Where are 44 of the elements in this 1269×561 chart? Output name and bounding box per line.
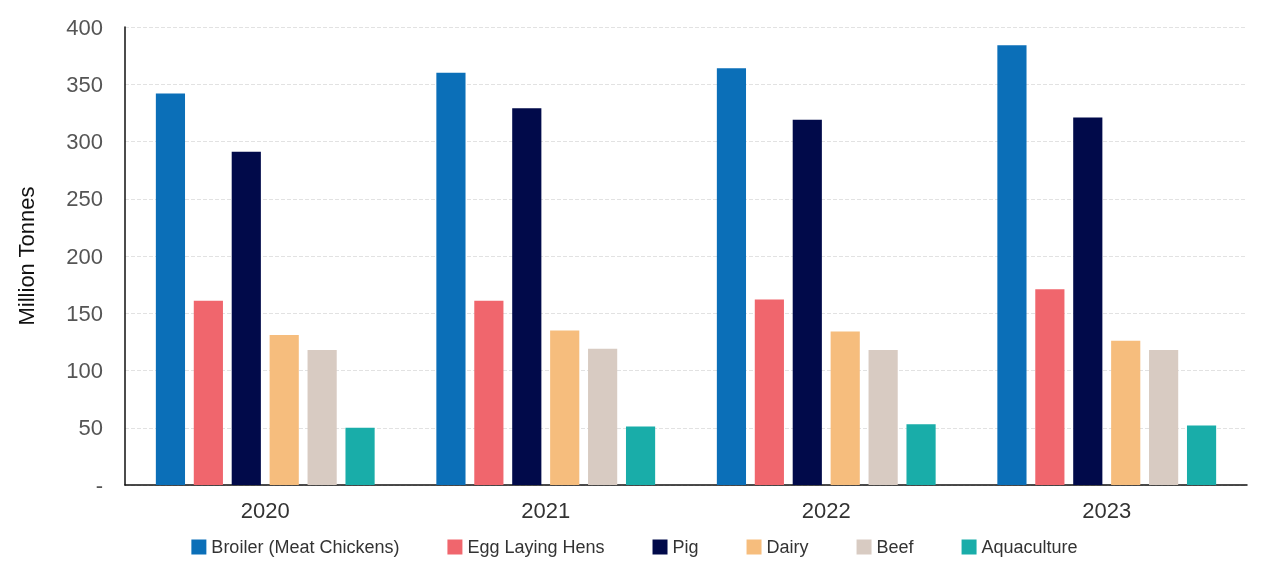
bar <box>193 300 223 485</box>
y-tick-label: 400 <box>66 14 103 40</box>
x-tick-label: 2022 <box>801 497 851 523</box>
y-tick-label: 200 <box>66 243 103 269</box>
y-tick-label: 250 <box>66 186 103 212</box>
bar <box>1073 117 1103 485</box>
bar <box>474 300 504 485</box>
bar <box>625 426 656 485</box>
bar <box>345 427 375 485</box>
legend-label: Dairy <box>766 537 809 557</box>
bar <box>307 349 337 485</box>
bar <box>269 335 299 485</box>
y-tick-label: 350 <box>66 71 103 97</box>
bar <box>512 108 542 485</box>
y-axis-title: Million Tonnes <box>13 186 39 326</box>
x-tick-label: 2020 <box>240 497 290 523</box>
bar <box>1149 349 1179 485</box>
bar <box>1186 425 1217 485</box>
legend-label: Pig <box>672 537 699 557</box>
y-tick-label: 100 <box>66 358 103 383</box>
y-tick-label: - <box>95 472 103 498</box>
bar <box>155 93 186 485</box>
legend-label: Aquaculture <box>981 537 1078 557</box>
bar <box>792 119 822 485</box>
bar <box>906 424 936 485</box>
x-tick-label: 2023 <box>1082 497 1132 523</box>
bar <box>588 348 618 485</box>
bar <box>868 349 898 485</box>
bar <box>830 331 860 485</box>
legend-label: Broiler (Meat Chickens) <box>211 537 400 557</box>
bar <box>436 72 466 485</box>
y-tick-label: 50 <box>78 415 103 441</box>
bar <box>716 68 747 485</box>
bar <box>754 299 784 485</box>
bar <box>1111 340 1141 485</box>
legend-label: Egg Laying Hens <box>467 537 605 557</box>
legend-label: Beef <box>876 537 915 557</box>
bar <box>1035 289 1065 485</box>
y-tick-label: 300 <box>66 129 103 154</box>
bar <box>550 330 580 485</box>
y-tick-label: 150 <box>66 300 103 326</box>
x-tick-label: 2021 <box>521 497 571 523</box>
bar <box>997 45 1027 485</box>
bar <box>231 151 261 485</box>
